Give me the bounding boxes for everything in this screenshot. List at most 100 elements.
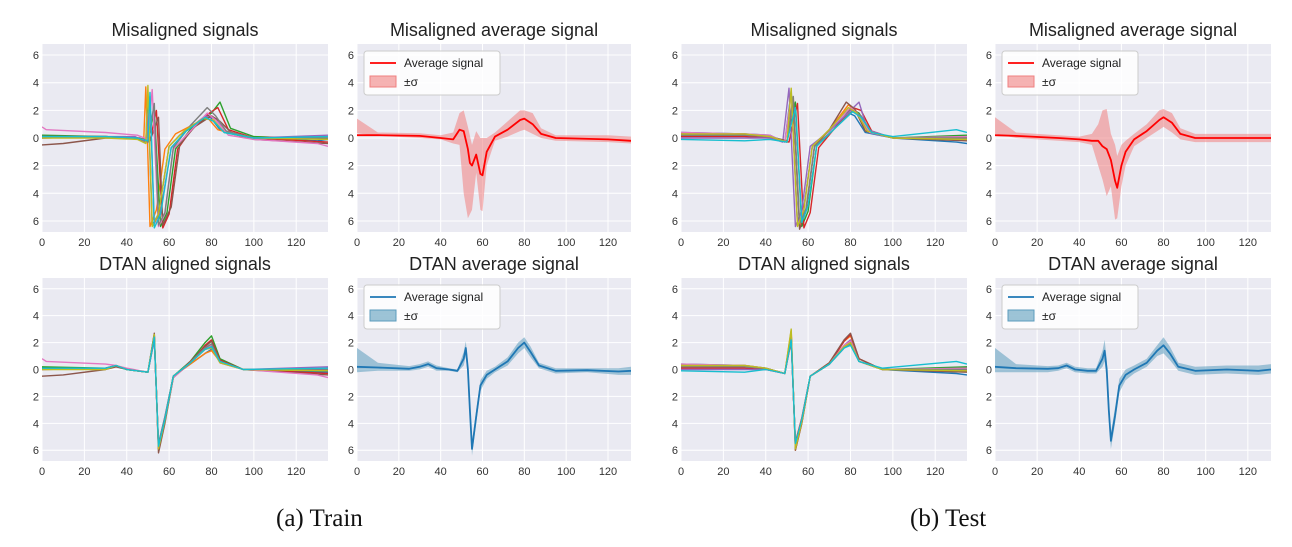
x-tick-label: 60 xyxy=(802,237,814,249)
legend-label-sigma: ±σ xyxy=(1042,75,1057,89)
sigma-band xyxy=(995,109,1271,220)
y-tick-label: 6 xyxy=(348,445,354,457)
y-tick-label: 2 xyxy=(986,105,992,117)
series-signal-10 xyxy=(42,336,328,447)
x-tick-label: 20 xyxy=(393,237,405,249)
y-tick-label: 4 xyxy=(672,418,678,430)
legend: Average signal ±σ xyxy=(1001,50,1139,96)
y-tick-label: 4 xyxy=(986,311,992,323)
x-tick-label: 80 xyxy=(844,466,856,478)
legend-label-average: Average signal xyxy=(404,56,483,70)
x-tick-label: 60 xyxy=(802,466,814,478)
x-tick-label: 80 xyxy=(518,237,530,249)
y-tick-label: 6 xyxy=(33,50,39,62)
plot-content xyxy=(42,84,328,229)
y-tick-label: 4 xyxy=(672,188,678,200)
legend-label-average: Average signal xyxy=(404,290,483,304)
y-tick-label: 2 xyxy=(986,391,992,403)
y-tick-label: 2 xyxy=(672,391,678,403)
sigma-band xyxy=(357,337,631,456)
x-tick-label: 60 xyxy=(163,237,175,249)
y-tick-label: 0 xyxy=(672,133,678,145)
x-tick-label: 120 xyxy=(926,466,944,478)
x-tick-label: 0 xyxy=(992,466,998,478)
y-tick-label: 6 xyxy=(672,284,678,296)
plot-content xyxy=(681,87,967,230)
legend-band-swatch xyxy=(369,309,397,322)
y-tick-label: 2 xyxy=(33,161,39,173)
legend-box xyxy=(1001,50,1139,96)
x-tick-label: 0 xyxy=(39,466,45,478)
y-tick-label: 6 xyxy=(33,284,39,296)
y-tick-label: 6 xyxy=(672,445,678,457)
legend: Average signal ±σ xyxy=(363,50,501,96)
legend-box xyxy=(1001,284,1139,330)
y-tick-label: 4 xyxy=(33,418,39,430)
x-tick-label: 60 xyxy=(1115,466,1127,478)
sigma-band xyxy=(995,337,1271,449)
y-tick-label: 2 xyxy=(986,338,992,350)
y-tick-label: 2 xyxy=(986,161,992,173)
y-tick-label: 0 xyxy=(33,133,39,145)
plot-content xyxy=(995,109,1271,220)
x-tick-label: 80 xyxy=(205,237,217,249)
x-tick-label: 40 xyxy=(760,466,772,478)
chart-title: DTAN average signal xyxy=(409,254,579,274)
y-tick-label: 2 xyxy=(348,338,354,350)
x-tick-label: 20 xyxy=(78,466,90,478)
y-tick-label: 4 xyxy=(33,78,39,90)
x-tick-label: 100 xyxy=(557,237,575,249)
x-tick-label: 80 xyxy=(1157,466,1169,478)
y-tick-label: 4 xyxy=(348,78,354,90)
x-tick-label: 20 xyxy=(717,466,729,478)
chart-title: DTAN average signal xyxy=(1048,254,1218,274)
x-tick-label: 120 xyxy=(287,237,305,249)
y-tick-label: 0 xyxy=(986,133,992,145)
x-tick-label: 80 xyxy=(205,466,217,478)
y-tick-label: 2 xyxy=(33,338,39,350)
y-tick-label: 0 xyxy=(33,365,39,377)
x-tick-label: 60 xyxy=(476,237,488,249)
y-tick-label: 4 xyxy=(348,418,354,430)
y-tick-label: 4 xyxy=(986,418,992,430)
legend-band-swatch xyxy=(369,75,397,88)
plot-content xyxy=(357,110,631,219)
x-tick-label: 20 xyxy=(717,237,729,249)
x-tick-label: 20 xyxy=(1031,237,1043,249)
y-tick-label: 2 xyxy=(33,105,39,117)
y-tick-label: 6 xyxy=(33,216,39,228)
plot-content xyxy=(357,337,631,456)
y-tick-label: 4 xyxy=(672,78,678,90)
series-signal-10 xyxy=(42,91,328,229)
y-tick-label: 2 xyxy=(672,161,678,173)
x-tick-label: 0 xyxy=(678,237,684,249)
y-tick-label: 4 xyxy=(33,311,39,323)
x-tick-label: 20 xyxy=(78,237,90,249)
legend-box xyxy=(363,284,501,330)
y-tick-label: 6 xyxy=(672,216,678,228)
chart-title: Misaligned average signal xyxy=(1029,20,1237,40)
y-tick-label: 4 xyxy=(986,188,992,200)
x-tick-label: 20 xyxy=(393,466,405,478)
x-tick-label: 120 xyxy=(287,466,305,478)
x-tick-label: 100 xyxy=(1197,466,1215,478)
x-tick-label: 40 xyxy=(121,466,133,478)
x-tick-label: 100 xyxy=(557,466,575,478)
caption-train: (a) Train xyxy=(276,505,363,532)
y-tick-label: 4 xyxy=(348,311,354,323)
x-tick-label: 40 xyxy=(435,237,447,249)
chart-title: DTAN aligned signals xyxy=(738,254,910,274)
y-tick-label: 6 xyxy=(33,445,39,457)
x-tick-label: 20 xyxy=(1031,466,1043,478)
x-tick-label: 120 xyxy=(599,237,617,249)
y-tick-label: 6 xyxy=(348,216,354,228)
x-tick-label: 60 xyxy=(163,466,175,478)
y-tick-label: 6 xyxy=(348,284,354,296)
x-tick-label: 120 xyxy=(1239,237,1257,249)
